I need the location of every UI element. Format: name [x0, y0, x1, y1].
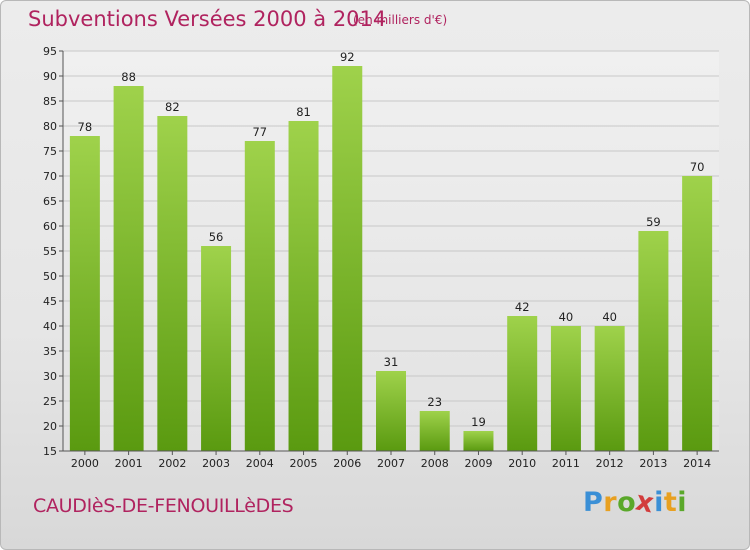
logo-letter: o — [617, 487, 637, 518]
bar-2006 — [332, 66, 363, 451]
x-tick-label: 2005 — [290, 457, 318, 470]
bars — [69, 66, 713, 451]
bar-2007 — [376, 371, 406, 451]
data-label: 42 — [515, 300, 530, 314]
bar-2013 — [638, 231, 669, 451]
bar-2005 — [288, 121, 319, 451]
data-label: 70 — [690, 160, 705, 174]
x-tick-label: 2013 — [639, 457, 667, 470]
y-tick-label: 90 — [43, 70, 57, 83]
logo-letter: P — [583, 487, 604, 518]
x-tick-label: 2000 — [71, 457, 99, 470]
x-tick-label: 2009 — [464, 457, 492, 470]
y-tick-label: 15 — [43, 445, 57, 458]
y-axis-ticks: 15 20 25 30 35 40 45 50 55 60 65 70 75 80 85 90 95 — [43, 45, 63, 458]
data-label: 92 — [340, 50, 355, 64]
bar-2009 — [463, 431, 494, 451]
data-label: 81 — [296, 105, 311, 119]
x-tick-label: 2010 — [508, 457, 536, 470]
y-tick-label: 80 — [43, 120, 57, 133]
data-label: 31 — [384, 355, 399, 369]
y-tick-label: 40 — [43, 320, 57, 333]
data-label: 23 — [427, 395, 442, 409]
x-tick-label: 2002 — [158, 457, 186, 470]
y-tick-label: 45 — [43, 295, 57, 308]
proxiti-logo: Proxiti — [583, 485, 688, 519]
data-label: 19 — [471, 415, 486, 429]
unit-note: (en milliers d'€) — [353, 13, 448, 27]
data-label: 82 — [165, 100, 180, 114]
y-tick-label: 85 — [43, 95, 57, 108]
bar-2002 — [157, 116, 188, 451]
data-label: 88 — [121, 70, 136, 84]
y-tick-label: 50 — [43, 270, 57, 283]
logo-letter: i — [677, 487, 688, 518]
data-label: 40 — [559, 310, 574, 324]
logo-letter: r — [603, 487, 618, 518]
bar-2003 — [201, 246, 232, 451]
commune-name: CAUDIèS-DE-FENOUILLèDES — [33, 495, 294, 517]
bar-2008 — [419, 411, 450, 451]
x-tick-label: 2008 — [421, 457, 449, 470]
x-tick-label: 2003 — [202, 457, 230, 470]
chart-title: Subventions Versées 2000 à 2014 — [28, 7, 387, 31]
bar-2001 — [113, 86, 144, 451]
y-tick-label: 35 — [43, 345, 57, 358]
bar-2000 — [69, 136, 100, 451]
y-tick-label: 25 — [43, 395, 57, 408]
x-tick-label: 2007 — [377, 457, 405, 470]
bar-2012 — [594, 326, 625, 451]
y-tick-label: 65 — [43, 195, 57, 208]
bar-2010 — [507, 316, 538, 451]
y-tick-label: 95 — [43, 45, 57, 58]
y-tick-label: 75 — [43, 145, 57, 158]
y-tick-label: 60 — [43, 220, 57, 233]
x-tick-label: 2006 — [333, 457, 361, 470]
x-tick-label: 2004 — [246, 457, 274, 470]
x-tick-label: 2014 — [683, 457, 711, 470]
x-tick-label: 2012 — [596, 457, 624, 470]
data-label: 40 — [602, 310, 617, 324]
data-label: 59 — [646, 215, 661, 229]
x-tick-label: 2011 — [552, 457, 580, 470]
x-axis-ticks: 2000 2001 2002 2003 2004 2005 2006 2007 2008 2009… — [71, 451, 711, 470]
data-label: 56 — [209, 230, 224, 244]
bar-2014 — [682, 176, 713, 451]
logo-letter: t — [663, 487, 678, 518]
logo-letter: i — [654, 487, 664, 518]
y-tick-label: 70 — [43, 170, 57, 183]
data-label: 77 — [252, 125, 267, 139]
x-tick-label: 2001 — [115, 457, 143, 470]
data-labels: 78 88 82 56 77 81 92 31 23 19 42 40 40 59 70 — [78, 50, 705, 429]
y-tick-label: 30 — [43, 370, 57, 383]
bar-2004 — [244, 141, 275, 451]
y-tick-label: 20 — [43, 420, 57, 433]
bar-2011 — [550, 326, 581, 451]
data-label: 78 — [78, 120, 93, 134]
y-tick-label: 55 — [43, 245, 57, 258]
